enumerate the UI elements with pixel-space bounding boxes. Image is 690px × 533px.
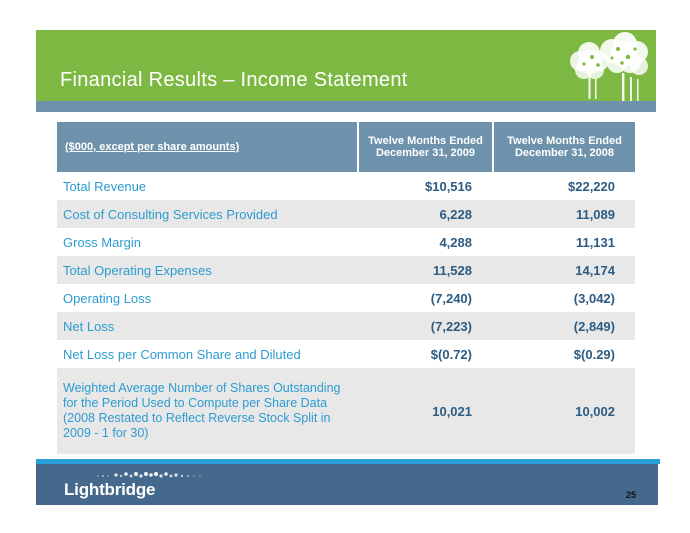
footer-band: Lightbridge 25 bbox=[36, 464, 658, 505]
value-2008: 11,131 bbox=[575, 234, 615, 250]
value-2009: $(0.72) bbox=[430, 346, 472, 362]
value-2008: $(0.29) bbox=[573, 346, 615, 362]
table-row: Cost of Consulting Services Provided 6,2… bbox=[57, 200, 635, 228]
value-2008: 10,002 bbox=[575, 403, 615, 419]
row-label: Net Loss bbox=[63, 318, 115, 334]
title-band: Financial Results – Income Statement bbox=[36, 30, 656, 101]
logo-text: Lightbridge bbox=[64, 480, 156, 499]
page-number: 25 bbox=[625, 490, 636, 500]
row-label: Total Revenue bbox=[63, 178, 147, 194]
table-row: Net Loss per Common Share and Diluted $(… bbox=[57, 340, 635, 368]
tree-icon bbox=[570, 32, 648, 101]
lightbridge-logo: Lightbridge bbox=[64, 470, 216, 500]
table-row: Gross Margin 4,288 11,131 bbox=[57, 228, 635, 256]
column-header-2009: Twelve Months Ended December 31, 2009 bbox=[357, 122, 492, 172]
row-label: Total Operating Expenses bbox=[63, 262, 212, 278]
row-label: Operating Loss bbox=[63, 290, 152, 306]
column-header-2008: Twelve Months Ended December 31, 2008 bbox=[492, 122, 635, 172]
row-label: Cost of Consulting Services Provided bbox=[63, 206, 278, 222]
value-2009: 4,288 bbox=[439, 234, 472, 250]
income-statement-table: ($000, except per share amounts) Twelve … bbox=[57, 122, 635, 454]
row-label: Gross Margin bbox=[63, 234, 142, 250]
value-2009: (7,240) bbox=[430, 290, 472, 306]
value-2009: 10,021 bbox=[432, 403, 472, 419]
table-row: Total Revenue $10,516 $22,220 bbox=[57, 172, 635, 200]
value-2008: 14,174 bbox=[575, 262, 615, 278]
value-2008: 11,089 bbox=[575, 206, 615, 222]
value-2009: 6,228 bbox=[439, 206, 472, 222]
value-2008: (3,042) bbox=[573, 290, 615, 306]
table-row: Operating Loss (7,240) (3,042) bbox=[57, 284, 635, 312]
table-row: Net Loss (7,223) (2,849) bbox=[57, 312, 635, 340]
column-header-metric: ($000, except per share amounts) bbox=[65, 141, 240, 153]
logo-dots-icon bbox=[97, 472, 201, 478]
value-2009: 11,528 bbox=[432, 262, 472, 278]
value-2009: $10,516 bbox=[425, 178, 472, 194]
value-2008: (2,849) bbox=[573, 318, 615, 334]
row-label: Weighted Average Number of Shares Outsta… bbox=[63, 381, 341, 440]
table-header-row: ($000, except per share amounts) Twelve … bbox=[57, 122, 635, 172]
value-2009: (7,223) bbox=[430, 318, 472, 334]
row-label: Net Loss per Common Share and Diluted bbox=[63, 346, 301, 362]
value-2008: $22,220 bbox=[568, 178, 615, 194]
footer-accent-line bbox=[36, 459, 660, 464]
slide-title: Financial Results – Income Statement bbox=[60, 69, 408, 91]
table-row: Total Operating Expenses 11,528 14,174 bbox=[57, 256, 635, 284]
table-row: Weighted Average Number of Shares Outsta… bbox=[57, 368, 635, 454]
header-accent-bar bbox=[36, 101, 656, 112]
